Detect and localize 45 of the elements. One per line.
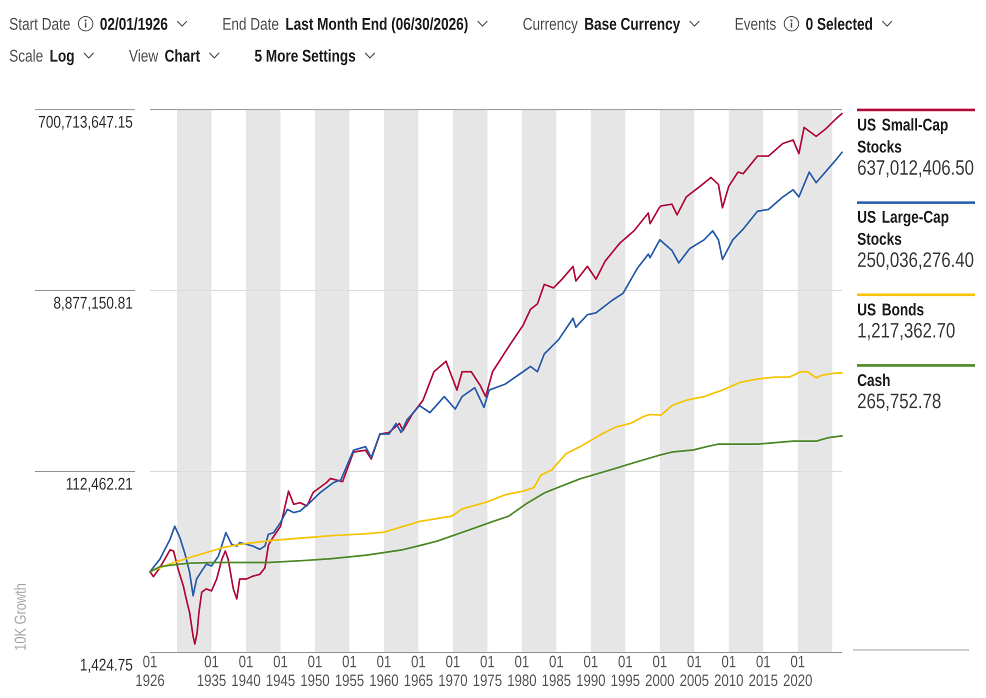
x-tick-label: 01 2015	[749, 656, 778, 686]
text: Last Month End (06/30/2026)	[286, 17, 468, 34]
text: US Large-Cap Stocks	[858, 210, 948, 245]
x-tick-label: 01 2005	[680, 656, 708, 686]
text: 250,036,276.40	[858, 252, 974, 270]
y-tick-label: 700,713,647.15	[38, 116, 132, 130]
x-tick-label: 01 1945	[266, 656, 295, 686]
text: Base Currency	[585, 18, 680, 34]
x-tick-label: 01 1975	[474, 656, 502, 686]
text: Scale	[10, 49, 43, 62]
x-tick-label: 01 1985	[542, 656, 570, 686]
x-tick-label: 01 1955	[336, 656, 364, 686]
text: 5 More Settings	[254, 49, 356, 66]
y-tick-label: 112,462.21	[66, 478, 132, 492]
text: View	[129, 49, 158, 62]
x-tick-label: 01 2000	[646, 656, 674, 686]
x-tick-label: 01 1970	[439, 656, 468, 686]
x-tick-label: 01 1990	[577, 656, 606, 686]
x-tick-label: 01 2020	[784, 656, 812, 686]
x-tick-label: 01 1940	[232, 656, 260, 686]
y-tick-label: 8,877,150.81	[54, 296, 132, 311]
y-tick-label: 1,424.75	[80, 658, 132, 673]
text: Cash	[858, 374, 890, 386]
text: Events	[736, 18, 776, 30]
x-tick-label: 01 1926	[136, 656, 164, 686]
x-tick-label: 01 1950	[301, 656, 330, 686]
text: 02/01/1926	[100, 17, 168, 30]
text: US Bonds	[858, 303, 924, 316]
text: 1,217,362.70	[858, 322, 955, 340]
x-tick-label: 01 1965	[404, 656, 433, 686]
x-tick-label: 01 1980	[508, 656, 536, 686]
x-tick-label: 01 2010	[714, 656, 743, 686]
text: Log	[50, 50, 74, 66]
x-tick-label: 01 1935	[198, 656, 226, 686]
x-tick-label: 01 1960	[370, 656, 398, 686]
text: 637,012,406.50	[858, 160, 974, 178]
x-tick-label: 01 1995	[612, 656, 640, 686]
text: Currency	[523, 18, 578, 34]
text: Start Date	[10, 18, 70, 30]
text: Chart	[165, 49, 200, 62]
y-axis-title: 10K Growth	[14, 584, 26, 650]
text: 265,752.78	[858, 394, 941, 411]
text: 0 Selected	[806, 17, 872, 30]
series-label: US Small-Cap Stocks	[858, 118, 948, 153]
text: End Date	[223, 17, 278, 30]
